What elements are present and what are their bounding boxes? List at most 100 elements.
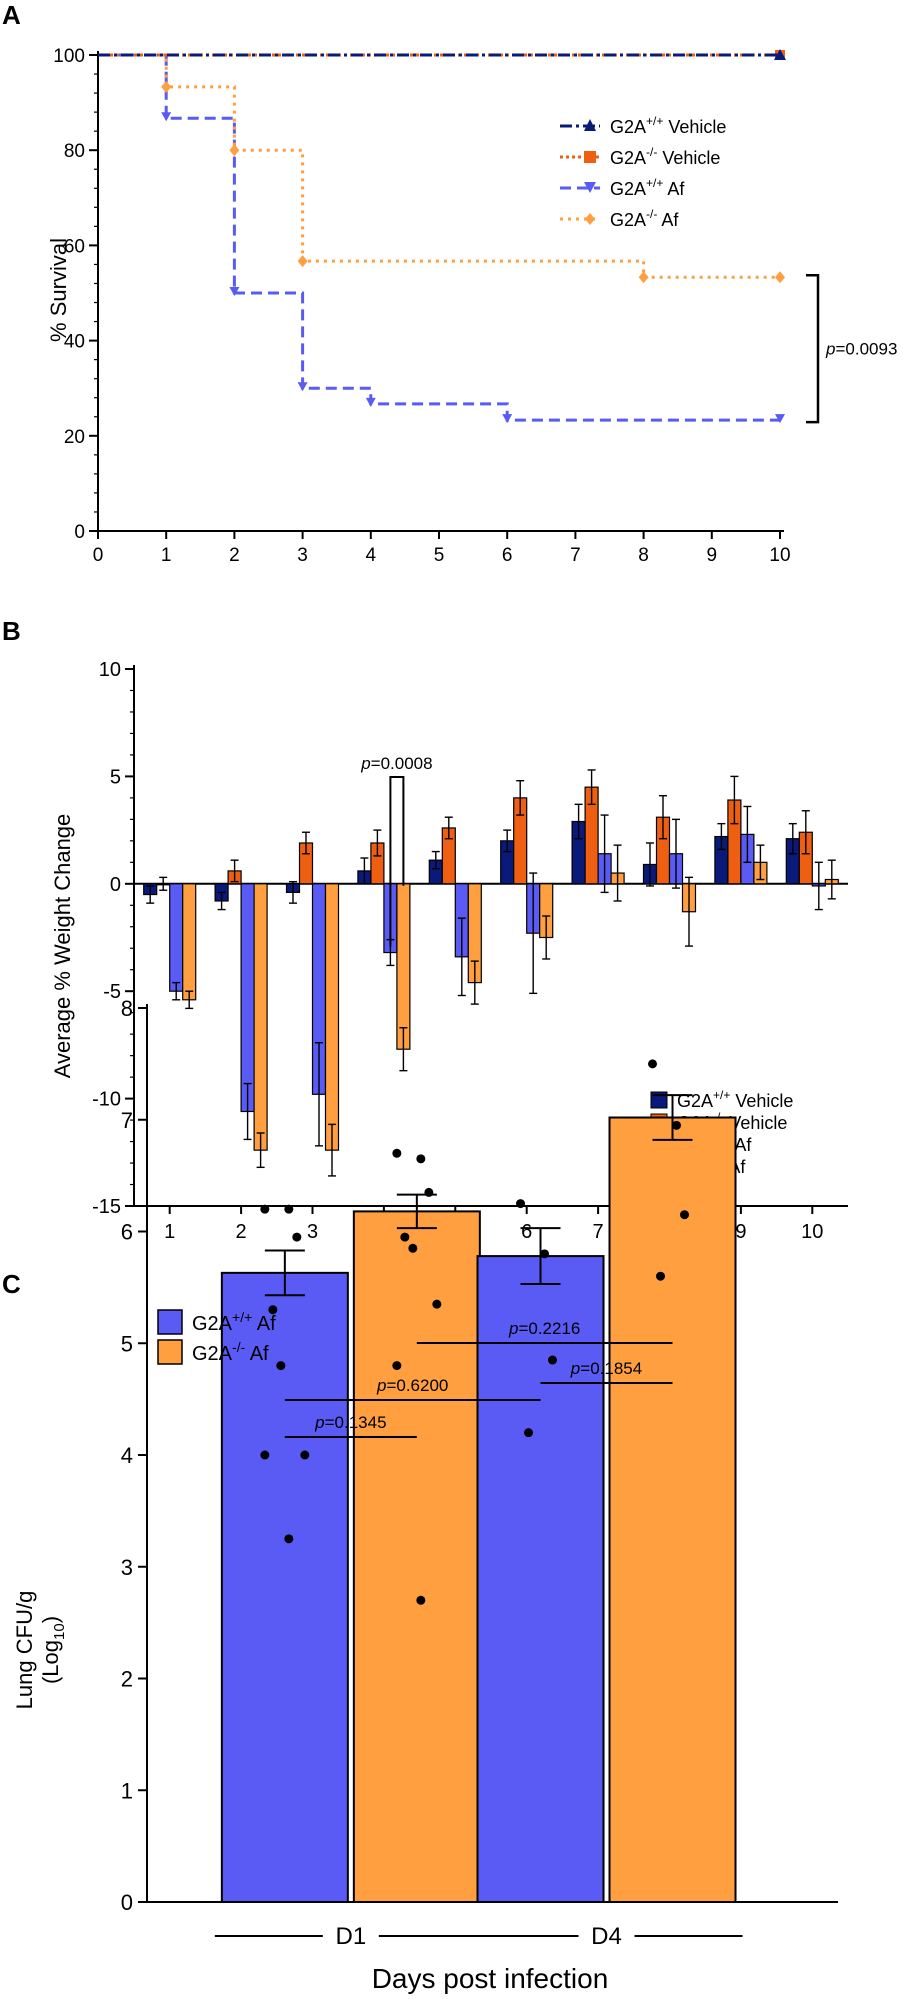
- cfu-data-point: [516, 1199, 526, 1209]
- cfu-comparison-p-value: p=0.1345: [314, 1413, 386, 1432]
- weight-x-tick-label: 1: [164, 1221, 175, 1243]
- weight-y-tick-label: 5: [110, 766, 121, 788]
- cfu-bar-wt-af: [476, 1255, 605, 1903]
- survival-y-tick-label: 60: [64, 236, 85, 257]
- cfu-legend-label: G2A-/- Af: [192, 1339, 269, 1365]
- weight-legend-label: G2A+/+ Vehicle: [677, 1088, 793, 1111]
- cfu-data-point: [672, 1120, 682, 1130]
- survival-x-tick-label: 3: [297, 545, 308, 566]
- survival-legend-marker: [584, 182, 596, 193]
- cfu-data-point: [392, 1148, 402, 1158]
- survival-marker-ko-af: [297, 255, 308, 268]
- survival-y-axis-title: % Survival: [46, 238, 71, 342]
- cfu-y-tick-label: 6: [121, 1220, 133, 1245]
- weight-x-tick-label: 10: [801, 1221, 823, 1243]
- survival-x-tick-label: 5: [434, 545, 445, 566]
- survival-bracket: [806, 274, 820, 424]
- cfu-y-tick-label: 8: [121, 996, 133, 1021]
- panel-a-letter: A: [2, 0, 21, 30]
- weight-bar-ko-af: [324, 883, 340, 1151]
- weight-bar-ko-af: [182, 883, 197, 1001]
- cfu-y-tick-label: 1: [121, 1778, 133, 1803]
- survival-y-tick-label: 80: [64, 141, 85, 162]
- cfu-x-axis-title: Days post infection: [372, 1963, 609, 1994]
- cfu-data-point: [260, 1204, 270, 1214]
- survival-marker-wt-af: [365, 397, 376, 407]
- survival-x-tick-label: 4: [366, 545, 377, 566]
- weight-x-tick-label: 9: [735, 1221, 746, 1243]
- panel-c-letter: C: [2, 1269, 21, 1299]
- survival-legend-label: G2A+/+ Af: [610, 176, 685, 199]
- cfu-data-point: [284, 1534, 294, 1544]
- survival-marker-wt-af: [297, 382, 308, 392]
- survival-legend-marker: [584, 151, 596, 163]
- cfu-comparison-p-value: p=0.1854: [570, 1359, 642, 1378]
- weight-bar-ko-af: [396, 883, 411, 1050]
- weight-y-tick-label: 10: [99, 659, 121, 681]
- cfu-data-point: [300, 1450, 310, 1460]
- weight-y-tick-label: -15: [92, 1196, 121, 1218]
- cfu-data-point: [524, 1428, 534, 1438]
- survival-x-tick-label: 9: [707, 545, 718, 566]
- survival-marker-wt-af: [502, 414, 513, 424]
- survival-x-tick-label: 7: [570, 545, 581, 566]
- cfu-data-point: [400, 1232, 410, 1242]
- survival-x-tick-label: 8: [638, 545, 649, 566]
- cfu-data-point: [416, 1595, 426, 1605]
- weight-bars: [143, 769, 839, 1177]
- cfu-y-tick-label: 5: [121, 1331, 133, 1356]
- weight-bar-wt-af: [169, 883, 184, 992]
- survival-chart: 0 20 40 60 80 100 0 1 2 3 4 5 6 7 8 9 10 % Survival G2A+…: [46, 46, 897, 566]
- cfu-data-point: [284, 1204, 294, 1214]
- weight-y-tick-label: -10: [92, 1089, 121, 1111]
- cfu-legend-label: G2A+/+ Af: [192, 1309, 276, 1335]
- cfu-data-point: [260, 1450, 270, 1460]
- cfu-y-tick-label: 0: [121, 1890, 133, 1915]
- survival-x-tick-label: 6: [502, 545, 513, 566]
- weight-x-tick-label: 2: [236, 1221, 247, 1243]
- cfu-data-point: [540, 1249, 550, 1259]
- weight-y-axis-title: Average % Weight Change: [50, 814, 75, 1079]
- survival-x-tick-label: 2: [229, 545, 240, 566]
- cfu-data-point: [648, 1059, 658, 1069]
- survival-marker-wt-af: [229, 287, 240, 296]
- survival-p-value: p=0.0093: [825, 340, 897, 359]
- weight-bar-wt-af: [240, 883, 255, 1113]
- cfu-comparison-p-value: p=0.2216: [508, 1319, 580, 1338]
- survival-x-tick-label: 10: [769, 545, 790, 566]
- cfu-y-tick-label: 3: [121, 1555, 133, 1580]
- weight-x-tick-label: 7: [593, 1221, 604, 1243]
- survival-legend-marker: [584, 119, 596, 131]
- panel-b-letter: B: [2, 616, 21, 646]
- survival-legend-marker: [585, 213, 595, 225]
- survival-x-tick-label: 1: [161, 545, 172, 566]
- cfu-data-point: [268, 1305, 278, 1315]
- cfu-data-point: [656, 1271, 666, 1281]
- cfu-legend-swatch: [157, 1309, 183, 1335]
- survival-marker-ko-af: [229, 144, 240, 157]
- cfu-data-point: [424, 1187, 434, 1197]
- cfu-group-label: D4: [591, 1923, 622, 1950]
- cfu-y-tick-label: 2: [121, 1667, 133, 1692]
- cfu-y-axis-title-line1: Lung CFU/g: [12, 1591, 37, 1710]
- survival-marker-ko-af: [161, 80, 172, 93]
- cfu-bar-ko-af: [608, 1116, 737, 1903]
- survival-y-tick-label: 0: [74, 522, 85, 543]
- cfu-y-tick-label: 7: [121, 1108, 133, 1133]
- cfu-bar-ko-af: [352, 1210, 481, 1903]
- weight-x-tick-label: 6: [521, 1221, 532, 1243]
- survival-legend-label: G2A+/+ Vehicle: [610, 114, 726, 137]
- survival-x-tick-label: 0: [93, 545, 104, 566]
- cfu-data-point: [416, 1154, 426, 1164]
- cfu-data-point: [392, 1361, 402, 1371]
- survival-legend-label: G2A-/- Af: [610, 207, 679, 230]
- cfu-data-point: [276, 1361, 286, 1371]
- survival-line-ko-af: [98, 53, 780, 279]
- cfu-legend-swatch: [157, 1339, 183, 1365]
- survival-marker-wt-af: [161, 112, 172, 122]
- cfu-legend: G2A+/+ Af G2A-/- Af: [157, 1309, 276, 1365]
- survival-line-wt-af: [98, 53, 780, 422]
- survival-axes: 0 20 40 60 80 100 0 1 2 3 4 5 6 7 8 9 10: [53, 46, 790, 566]
- lung-cfu-chart: 0 1 2 3 4 5 6 7 8 D1 D4 G2A+/+ Af G2A-/- Af p=0.134…: [12, 996, 838, 1994]
